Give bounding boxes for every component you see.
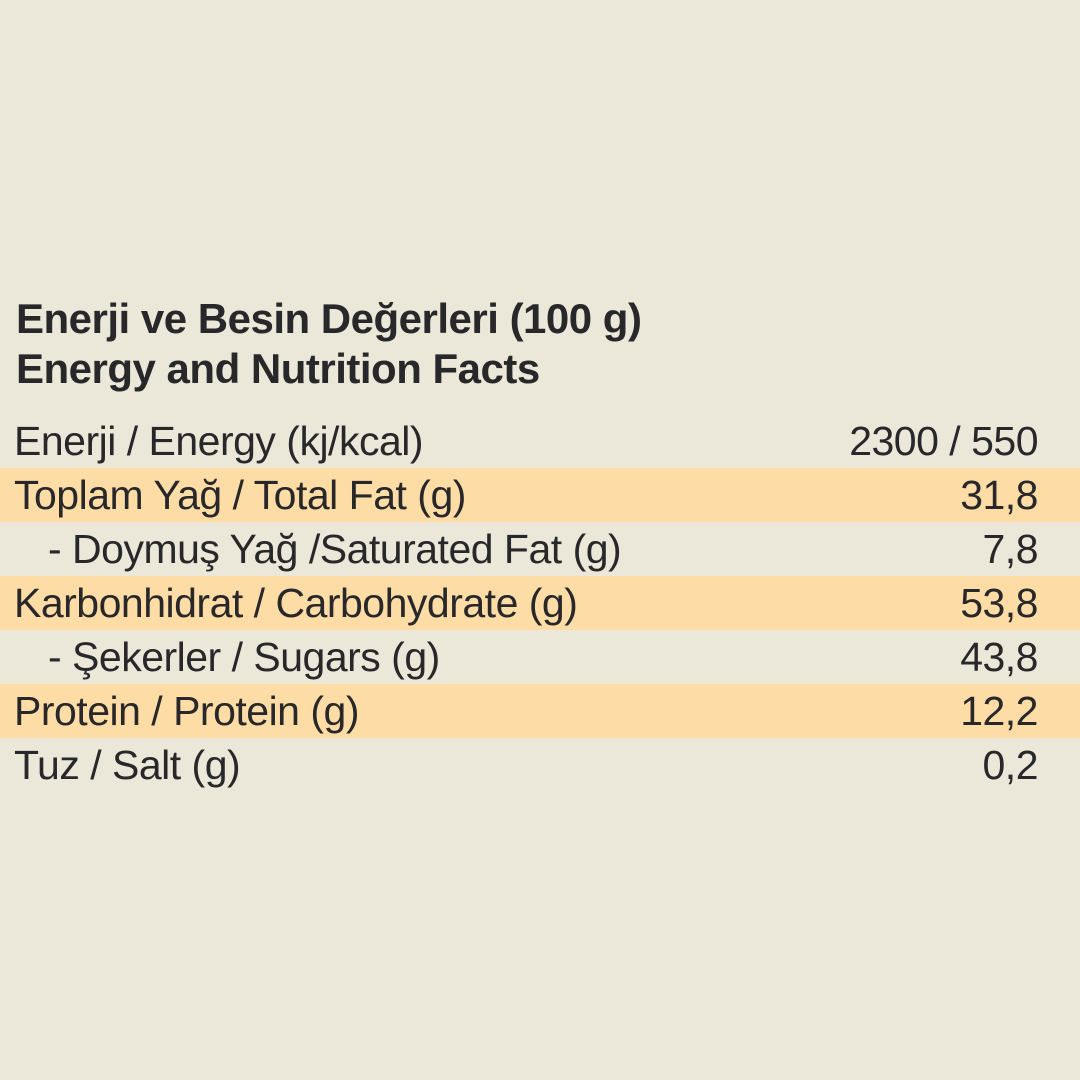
row-label: Tuz / Salt (g) [14, 742, 241, 788]
label-header: Enerji ve Besin Değerleri (100 g) Energy… [16, 294, 1064, 394]
table-row: Enerji / Energy (kj/kcal) 2300 / 550 [0, 414, 1080, 468]
table-row: - Şekerler / Sugars (g) 43,8 [0, 630, 1080, 684]
table-row: Protein / Protein (g) 12,2 [0, 684, 1080, 738]
row-value: 0,2 [982, 742, 1039, 788]
row-value: 53,8 [960, 580, 1038, 626]
title-english: Energy and Nutrition Facts [16, 345, 540, 392]
row-label: Enerji / Energy (kj/kcal) [14, 418, 424, 464]
title-turkish: Enerji ve Besin Değerleri (100 g) [16, 295, 642, 342]
table-row: Karbonhidrat / Carbohydrate (g) 53,8 [0, 576, 1080, 630]
row-label: Protein / Protein (g) [14, 688, 360, 734]
row-value: 7,8 [982, 526, 1039, 572]
row-value: 12,2 [960, 688, 1038, 734]
row-value: 31,8 [960, 472, 1038, 518]
row-value: 43,8 [960, 634, 1038, 680]
row-label: - Doymuş Yağ /Saturated Fat (g) [48, 526, 622, 572]
table-row: - Doymuş Yağ /Saturated Fat (g) 7,8 [0, 522, 1080, 576]
nutrition-table: Enerji / Energy (kj/kcal) 2300 / 550 Topla… [0, 414, 1080, 792]
row-label: - Şekerler / Sugars (g) [48, 634, 440, 680]
table-row: Toplam Yağ / Total Fat (g) 31,8 [0, 468, 1080, 522]
row-label: Toplam Yağ / Total Fat (g) [14, 472, 466, 518]
table-row: Tuz / Salt (g) 0,2 [0, 738, 1080, 792]
row-label: Karbonhidrat / Carbohydrate (g) [14, 580, 578, 626]
row-value: 2300 / 550 [849, 418, 1038, 464]
